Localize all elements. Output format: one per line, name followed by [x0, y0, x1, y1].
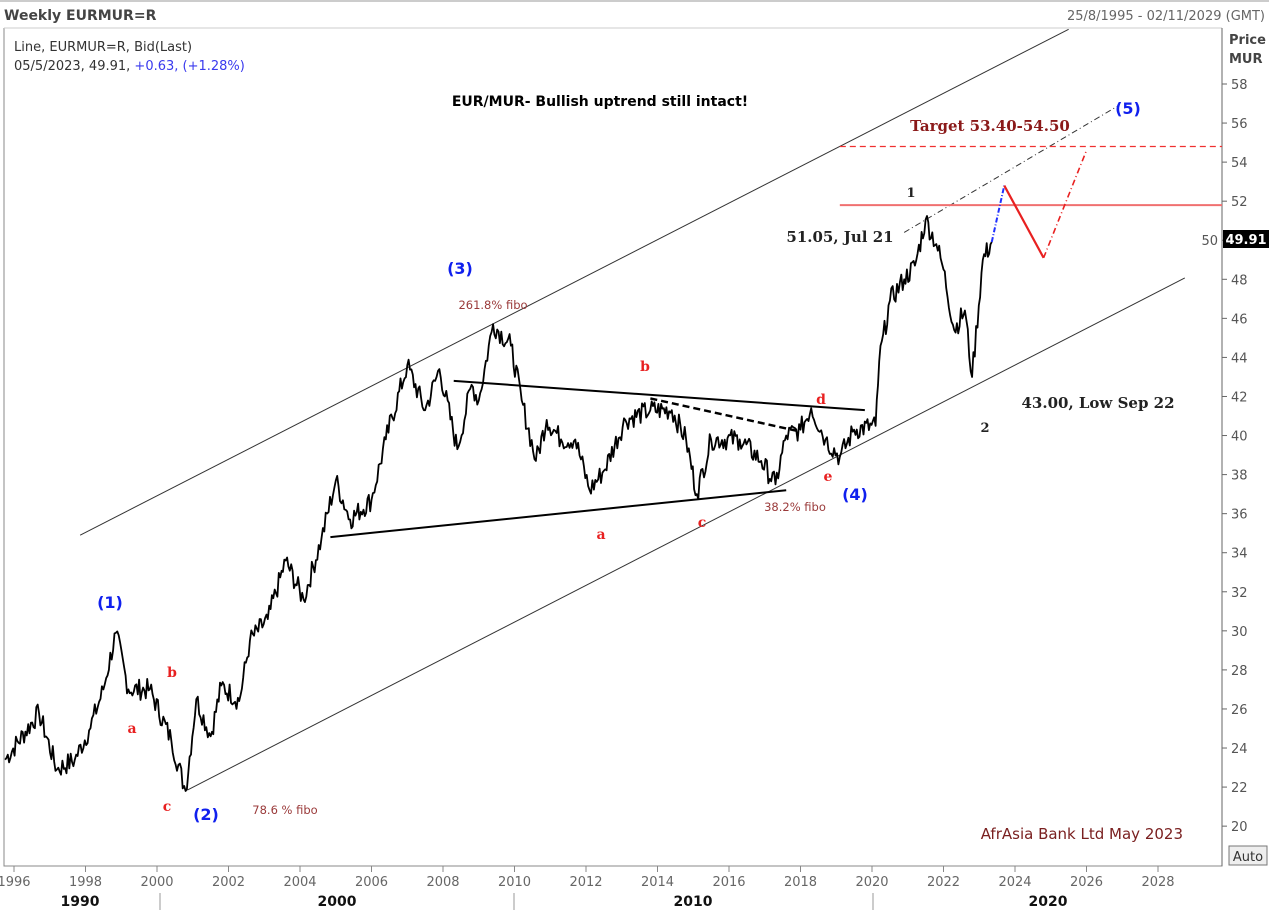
x-tick-label: 2000: [140, 875, 173, 890]
y-tick-label: 34: [1231, 547, 1248, 562]
target-annotation: Target 53.40-54.50: [910, 117, 1070, 135]
wave-4-label: (4): [842, 485, 868, 504]
wave5-dashdot-line: [903, 105, 1119, 233]
last-price-text: 49.91: [1225, 233, 1266, 248]
auto-scale-button[interactable]: [1228, 845, 1268, 866]
x-tick-label: 1996: [0, 875, 31, 890]
last-value: 05/5/2023, 49.91, +0.63, (+1.28%): [14, 59, 245, 74]
currency-axis-label: MUR: [1229, 52, 1263, 67]
sub-wave-a-1: a: [127, 721, 136, 737]
plot-frame: [3, 28, 1223, 867]
sub-wave-e-2: e: [824, 469, 833, 485]
fibo-786-label: 78.6 % fibo: [252, 803, 317, 817]
last-price-tag: [1223, 230, 1269, 248]
y-tick-label: 56: [1231, 117, 1248, 132]
sub-wave-d-2: d: [816, 392, 826, 408]
x-tick-label: 2012: [569, 875, 602, 890]
x-tick-label: 2002: [212, 875, 245, 890]
sub-wave-b-2: b: [640, 359, 650, 375]
x-tick-label: 2018: [784, 875, 817, 890]
x-tick-label: 2028: [1141, 875, 1174, 890]
x-tick-label: 1998: [69, 875, 102, 890]
y-tick-label: 22: [1231, 781, 1248, 796]
credit-annotation: AfrAsia Bank Ltd May 2023: [981, 825, 1183, 843]
y-tick-label: 52: [1231, 195, 1248, 210]
low-annotation: 43.00, Low Sep 22: [1021, 394, 1174, 412]
y-tick-label: 48: [1231, 273, 1248, 288]
decade-label: 2010: [674, 894, 713, 910]
y-tick-label: 24: [1231, 742, 1248, 757]
wave-3-label: (3): [447, 259, 473, 278]
y-tick-label: 38: [1231, 469, 1248, 484]
x-tick-label: 2008: [426, 875, 459, 890]
upper-channel-line: [79, 28, 1069, 536]
trendlines: [79, 28, 1222, 791]
x-tick-label: 2022: [927, 875, 960, 890]
projection-red-up: [1042, 150, 1088, 259]
lower-channel-line: [187, 277, 1186, 791]
price-line: [4, 215, 993, 792]
x-tick-label: 2016: [712, 875, 745, 890]
x-tick-label: 2020: [855, 875, 888, 890]
fibo-2618-label: 261.8% fibo: [458, 298, 527, 312]
fibo-382-label: 38.2% fibo: [764, 500, 826, 514]
x-tick-label: 2004: [283, 875, 316, 890]
sub-wave-b-1: b: [167, 665, 177, 681]
headline: EUR/MUR- Bullish uptrend still intact!: [452, 94, 748, 110]
sub-wave-c-1: c: [163, 799, 172, 815]
sub-wave-c-2: c: [698, 515, 707, 531]
y-axis: 20 22 24 26 28 30 32 34 36 38 40 42 44 46 48 50 52 54 56 58: [1201, 28, 1248, 866]
x-tick-label: 2010: [498, 875, 531, 890]
auto-scale-label: Auto: [1233, 850, 1263, 865]
y-tick-label: 42: [1231, 390, 1248, 405]
x-axis-background: [0, 867, 1269, 910]
triangle-bottom-line: [330, 489, 787, 539]
y-tick-label: 58: [1231, 78, 1248, 93]
x-tick-label: 2014: [641, 875, 674, 890]
projection-blue-up: [990, 185, 1006, 243]
minor-wave-2: 2: [980, 421, 989, 436]
y-tick-label: 20: [1231, 820, 1248, 835]
x-tick-label: 2026: [1070, 875, 1103, 890]
y-tick-label: 54: [1231, 156, 1248, 171]
y-tick-label: 46: [1231, 312, 1248, 327]
decade-label: 1990: [61, 894, 100, 910]
x-tick-label: 2024: [998, 875, 1031, 890]
y-tick-label: 30: [1231, 625, 1248, 640]
decade-label: 2020: [1029, 894, 1068, 910]
triangle-top-line: [453, 379, 865, 412]
y-tick-label: 28: [1231, 664, 1248, 679]
peak-annotation: 51.05, Jul 21: [786, 228, 893, 246]
minor-wave-1: 1: [906, 186, 915, 201]
series-description: Line, EURMUR=R, Bid(Last): [14, 40, 192, 55]
date-range: 25/8/1995 - 02/11/2029 (GMT): [1067, 9, 1265, 24]
x-axis: 1996 1998 2000 2002 2004 2006 2008 2010 2012 2014…: [0, 866, 1269, 910]
wave-2-label: (2): [193, 805, 219, 824]
y-tick-label: 44: [1231, 351, 1248, 366]
wave-1-label: (1): [97, 593, 123, 612]
header-bar: [0, 0, 1269, 28]
y-tick-label: 26: [1231, 703, 1248, 718]
last-date-value: 05/5/2023, 49.91,: [14, 59, 130, 74]
y-tick-label: 40: [1231, 430, 1248, 445]
price-axis-label: Price: [1229, 33, 1266, 48]
chart-title: Weekly EURMUR=R: [4, 8, 157, 24]
decade-label: 2000: [318, 894, 357, 910]
change-value: +0.63, (+1.28%): [134, 59, 244, 74]
wave-5-label: (5): [1115, 99, 1141, 118]
y-tick-label: 36: [1231, 508, 1248, 523]
b-d-dashed-line: [650, 397, 801, 433]
sub-wave-a-2: a: [596, 527, 605, 543]
x-tick-label: 2006: [355, 875, 388, 890]
y-tick-label: 50: [1201, 234, 1218, 249]
y-tick-label: 32: [1231, 586, 1248, 601]
price-series: [4, 150, 1088, 792]
projection-red-down: [1003, 185, 1045, 259]
